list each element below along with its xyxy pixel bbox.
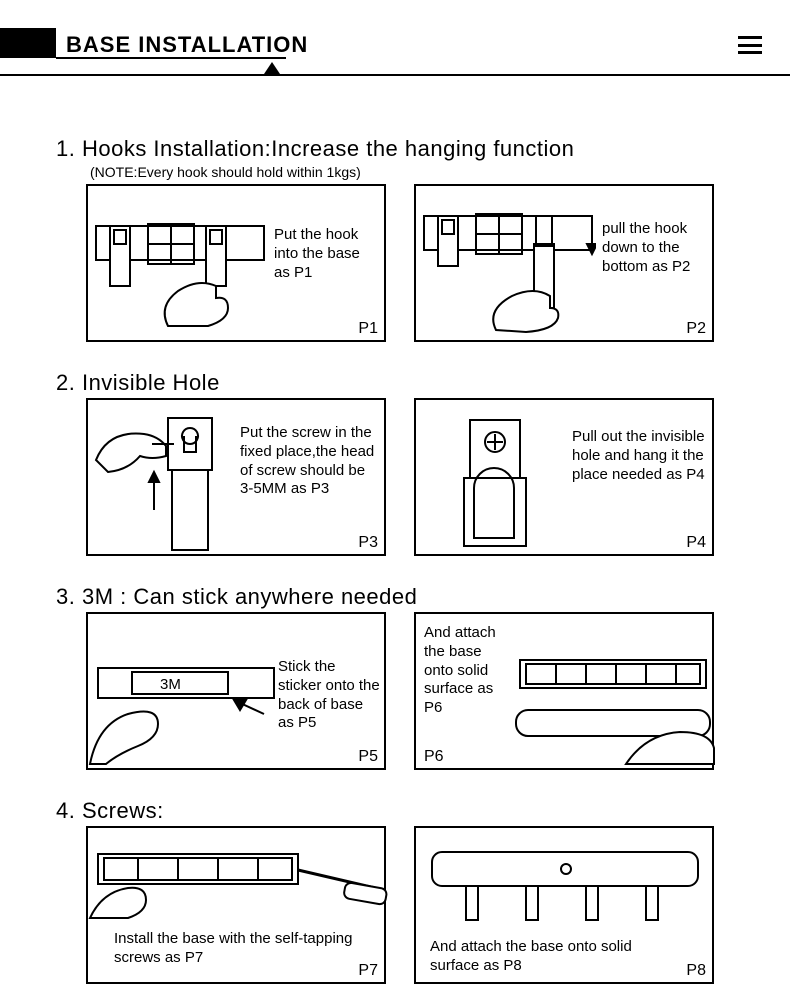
panel-p7: Install the base with the self-tapping s… bbox=[86, 826, 386, 984]
diagram-p6 bbox=[416, 614, 716, 772]
section-note: (NOTE:Every hook should hold within 1kgs… bbox=[90, 164, 734, 180]
panel-text: Put the screw in the fixed place,the hea… bbox=[240, 424, 380, 499]
panel-p2: pull the hook down to the bottom as P2 P… bbox=[414, 184, 714, 342]
section-screws: 4. Screws: bbox=[56, 798, 734, 984]
header-accent bbox=[0, 28, 56, 58]
diagram-p2 bbox=[416, 186, 596, 344]
page-title: BASE INSTALLATION bbox=[66, 32, 308, 58]
section-title: 4. Screws: bbox=[56, 798, 734, 824]
diagram-p3 bbox=[88, 400, 238, 558]
sticker-text: 3M bbox=[160, 676, 181, 693]
panel-label: P6 bbox=[424, 748, 444, 766]
panel-p3: Put the screw in the fixed place,the hea… bbox=[86, 398, 386, 556]
diagram-p7 bbox=[88, 828, 388, 938]
panel-text: Pull out the invisible hole and hang it … bbox=[572, 428, 706, 484]
panel-p5: 3M Stick the sticker onto the back of ba… bbox=[86, 612, 386, 770]
diagram-p5: 3M bbox=[88, 614, 278, 772]
panel-label: P3 bbox=[358, 534, 378, 552]
title-underline bbox=[56, 57, 286, 59]
panel-label: P7 bbox=[358, 962, 378, 980]
panel-p1: Put the hook into the base as P1 P1 bbox=[86, 184, 386, 342]
diagram-p4 bbox=[416, 400, 566, 558]
section-hooks: 1. Hooks Installation:Increase the hangi… bbox=[56, 136, 734, 342]
section-title: 1. Hooks Installation:Increase the hangi… bbox=[56, 136, 734, 162]
panel-text: pull the hook down to the bottom as P2 bbox=[602, 220, 708, 276]
panel-p8: And attach the base onto solid surface a… bbox=[414, 826, 714, 984]
panel-label: P4 bbox=[686, 534, 706, 552]
panel-text: And attach the base onto solid surface a… bbox=[430, 938, 680, 976]
panel-label: P8 bbox=[686, 962, 706, 980]
panel-text: Put the hook into the base as P1 bbox=[274, 226, 378, 282]
section-invisible-hole: 2. Invisible Hole bbox=[56, 370, 734, 556]
panel-text: Install the base with the self-tapping s… bbox=[114, 930, 374, 968]
section-title: 3. 3M : Can stick anywhere needed bbox=[56, 584, 734, 610]
section-3m: 3. 3M : Can stick anywhere needed bbox=[56, 584, 734, 770]
hamburger-icon[interactable] bbox=[738, 36, 762, 54]
content: 1. Hooks Installation:Increase the hangi… bbox=[0, 76, 790, 984]
header: BASE INSTALLATION bbox=[0, 0, 790, 76]
panel-text: Stick the sticker onto the back of base … bbox=[278, 658, 382, 733]
arrow-up-icon bbox=[264, 62, 280, 74]
panel-label: P5 bbox=[358, 748, 378, 766]
panel-label: P2 bbox=[686, 320, 706, 338]
panel-label: P1 bbox=[358, 320, 378, 338]
diagram-p8 bbox=[416, 828, 716, 938]
section-title: 2. Invisible Hole bbox=[56, 370, 734, 396]
panel-p6: And attach the base onto solid surface a… bbox=[414, 612, 714, 770]
diagram-p1 bbox=[88, 186, 268, 344]
panel-p4: Pull out the invisible hole and hang it … bbox=[414, 398, 714, 556]
